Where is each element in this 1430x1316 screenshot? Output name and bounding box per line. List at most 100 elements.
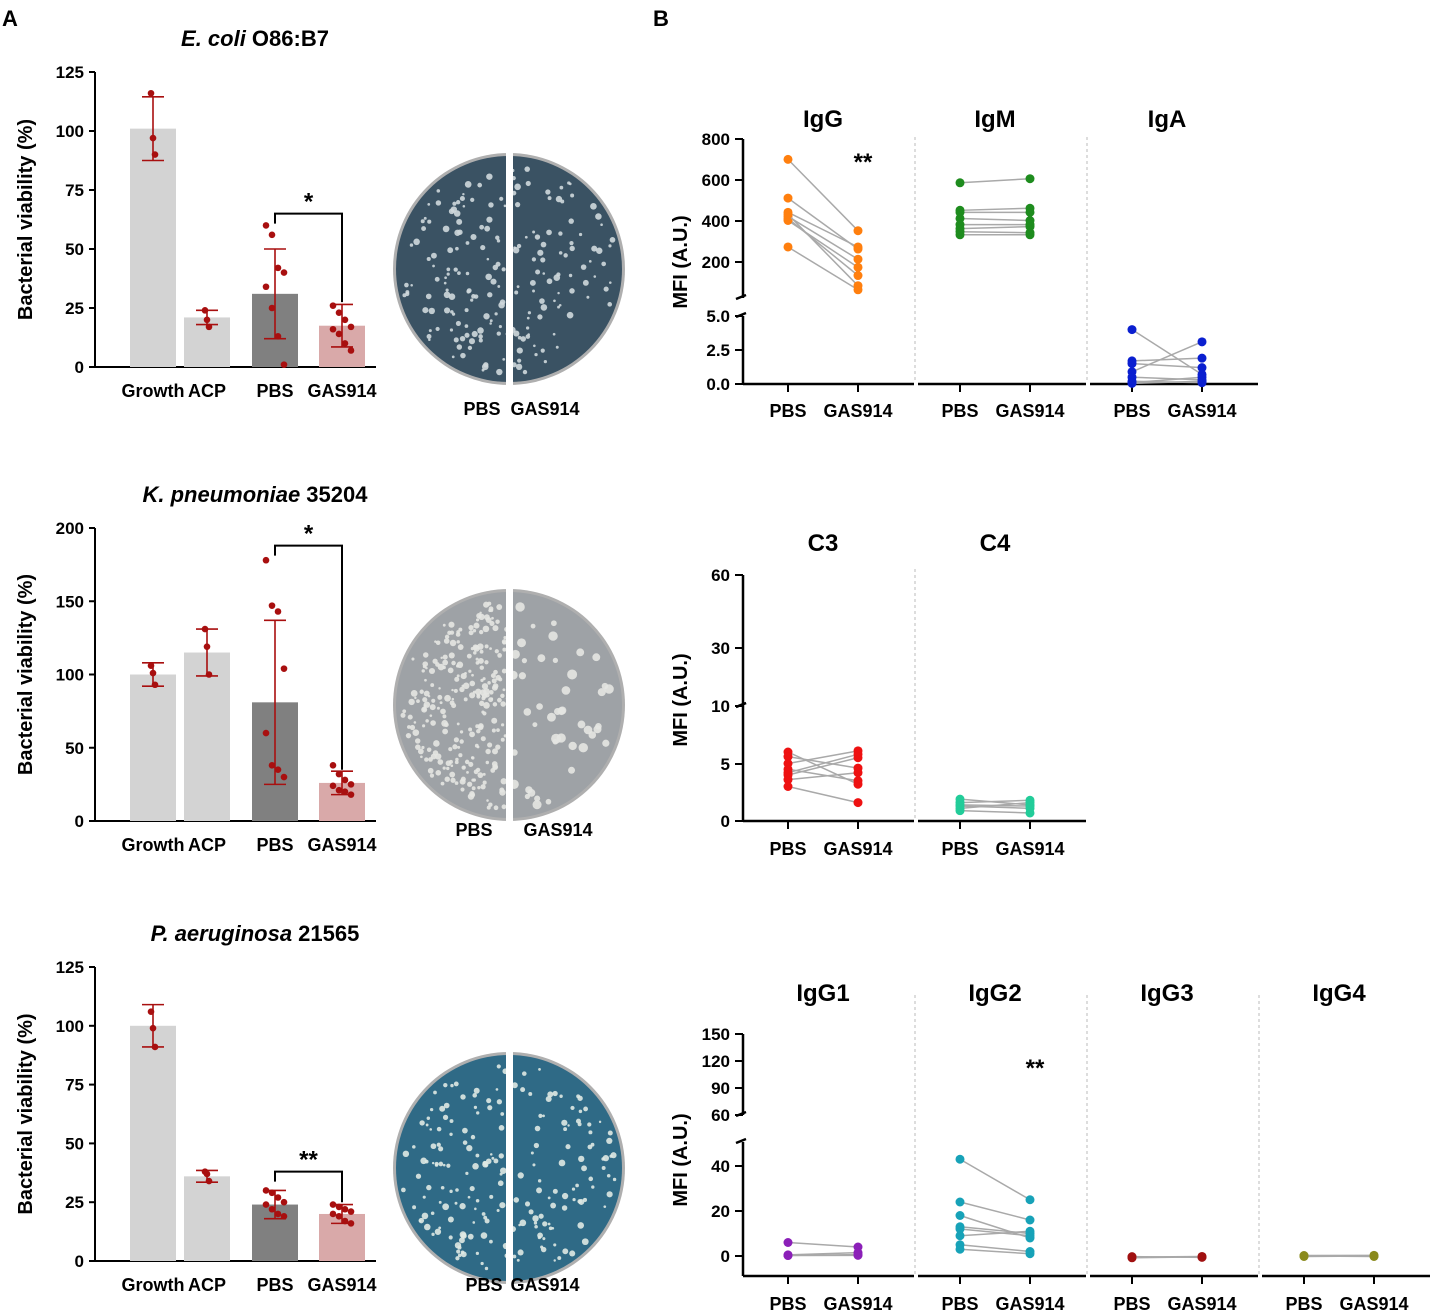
paired-plot-1: MFI (A.U.) 0.0 2.5 5.0 200 400 600 800 IgG PBS GAS… [670,106,1258,421]
data-point-gas914 [1025,1226,1035,1236]
data-point [280,269,288,276]
colony [421,669,425,673]
data-point-gas914 [1369,1251,1379,1261]
colony [431,1232,435,1236]
colony [533,1142,540,1149]
title-rest: 21565 [292,921,359,946]
colony [483,601,490,608]
data-point-pbs [783,768,793,778]
colony [529,280,536,286]
colony [534,795,541,802]
colony [542,1221,548,1227]
colony [503,204,507,208]
subplot-title: C4 [980,530,1011,557]
colony [444,276,447,280]
pair-line [959,177,1031,184]
colony [540,304,548,311]
subplot-igg2: IgG2 PBS GAS914 ** [914,980,1086,1314]
colony [460,1251,467,1258]
colony [459,335,466,342]
colony [457,745,461,749]
x-tick-label: GAS914 [1167,401,1236,421]
colony [430,720,436,726]
y-tick-label: 5 [721,755,730,774]
colony [517,358,522,363]
colony [400,712,406,718]
colony [454,1201,458,1205]
colony [486,257,490,261]
pair-line [787,750,859,765]
colony [481,683,489,690]
data-point-gas914 [853,776,863,786]
colony [428,307,436,315]
colony [462,682,470,690]
colony [470,233,477,241]
colony [489,1153,493,1156]
x-tick-label: GAS914 [995,401,1064,421]
colony [455,246,459,251]
colony [469,692,476,699]
colony [491,717,498,724]
colony [477,657,484,664]
colony [437,694,443,700]
colony [493,805,499,811]
colony [566,311,574,319]
colony [455,757,459,762]
data-point-pbs [783,782,793,791]
colony [588,1130,593,1135]
colony [501,639,508,645]
colony [550,620,557,627]
colony [430,753,437,760]
colony [522,1071,527,1076]
colony [565,1144,571,1150]
colony [442,766,446,770]
colony [532,1163,536,1167]
data-point-gas914 [1197,337,1207,347]
data-point [203,316,211,324]
colony [460,787,465,792]
colony [532,289,535,293]
colony [452,201,457,206]
colony [453,337,459,343]
data-point-gas914 [853,271,863,281]
data-point [274,608,282,615]
colony [424,1223,431,1231]
data-point-gas914 [1025,808,1035,818]
colony [482,780,487,785]
colony [478,334,483,339]
colony [491,1156,495,1160]
x-tick-label: GAS914 [823,401,892,421]
colony [436,189,441,193]
data-point-gas914 [1025,1215,1035,1225]
colony [538,1068,541,1071]
colony [534,234,541,240]
y-tick-label: 20 [711,1202,730,1221]
colony [480,784,486,790]
x-tick-label: GAS914 [307,381,376,401]
colony [570,193,575,198]
colony [607,302,613,307]
colony [435,640,441,646]
colony [473,294,479,299]
colony [455,632,461,637]
colony [410,283,413,287]
colony [559,1094,563,1098]
x-tick-label: GAS914 [307,835,376,855]
colony [468,761,474,767]
colony [495,261,501,267]
colony [442,623,446,627]
data-point [347,1208,355,1215]
colony [464,671,467,675]
colony [429,714,433,717]
y-tick-label: 0 [721,812,730,831]
colony [472,1093,478,1098]
colony [532,230,536,234]
colony [422,697,428,703]
colony [488,606,494,612]
colony [475,657,479,661]
colony [559,185,564,190]
colony [540,348,545,353]
colony [538,1113,543,1118]
data-point [262,1201,270,1208]
